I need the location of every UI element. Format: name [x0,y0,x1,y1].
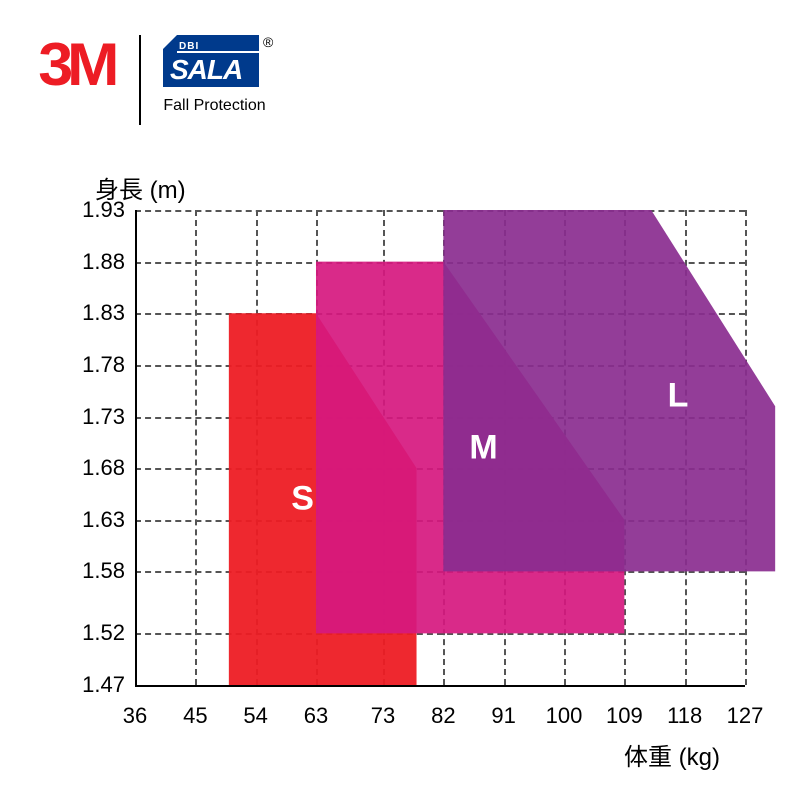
x-tick-label: 73 [353,703,413,729]
x-tick-label: 118 [655,703,715,729]
y-tick-label: 1.52 [40,620,125,646]
registered-icon: ® [263,35,274,50]
sala-logo-block: DBI SALA ® Fall Protection [163,35,267,115]
sala-dbi-text: DBI [179,41,199,52]
y-tick-label: 1.63 [40,507,125,533]
y-tick-label: 1.93 [40,197,125,223]
plot-area: SML [135,210,745,685]
y-tick-label: 1.47 [40,672,125,698]
y-tick-label: 1.58 [40,558,125,584]
x-tick-label: 82 [413,703,473,729]
header: 3M DBI SALA ® Fall Protection [40,35,267,130]
y-tick-label: 1.78 [40,352,125,378]
header-divider [139,35,141,125]
x-tick-label: 45 [165,703,225,729]
logo-3m: 3M [38,35,113,95]
size-chart: 身長 (m) SML 体重 (kg) 1.471.521.581.631.681… [40,170,760,760]
x-tick-label: 91 [474,703,534,729]
x-tick-label: 63 [286,703,346,729]
size-region-l [443,210,775,571]
y-tick-label: 1.88 [40,249,125,275]
regions-layer [135,210,745,685]
x-tick-label: 109 [594,703,654,729]
x-tick-label: 127 [715,703,775,729]
gridline-horizontal [135,685,745,687]
x-tick-label: 36 [105,703,165,729]
y-tick-label: 1.73 [40,404,125,430]
y-tick-label: 1.83 [40,300,125,326]
sala-subtitle: Fall Protection [163,97,265,115]
sala-text: SALA [170,54,242,85]
x-axis-title: 体重 (kg) [624,737,720,772]
x-tick-label: 100 [534,703,594,729]
x-tick-label: 54 [226,703,286,729]
y-tick-label: 1.68 [40,455,125,481]
sala-logo: DBI SALA ® [163,35,267,87]
